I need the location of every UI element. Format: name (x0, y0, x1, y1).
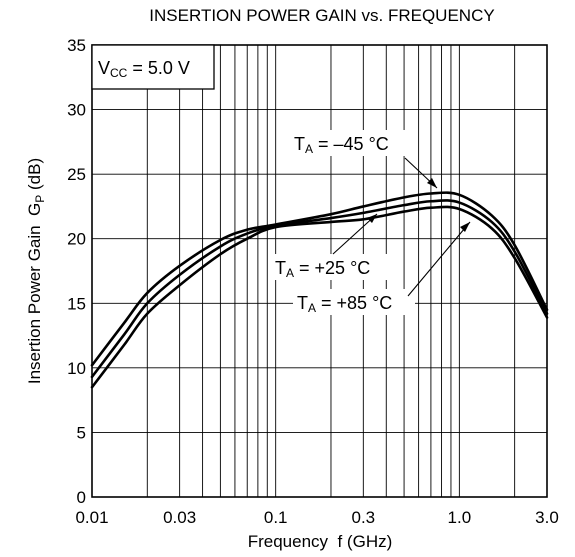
chart-title: INSERTION POWER GAIN vs. FREQUENCY (149, 6, 494, 25)
x-tick-label: 0.03 (163, 508, 196, 527)
curve-ta-plus25 (90, 199, 549, 379)
leader-arrow-minus45 (427, 178, 437, 188)
y-axis-label-main: Insertion Power Gain G (25, 203, 44, 384)
series-label-plus85: TA = +85 °C (293, 221, 471, 315)
y-axis-label-sub: P (33, 195, 47, 203)
x-tick-label: 0.1 (264, 508, 288, 527)
x-tick-label: 3.0 (535, 508, 559, 527)
label-minus45-pre: T (294, 134, 305, 154)
x-tick-labels: 0.01 0.03 0.1 0.3 1.0 3.0 (75, 508, 558, 527)
y-tick-label: 5 (77, 423, 86, 442)
y-tick-label: 35 (67, 36, 86, 55)
y-tick-label: 30 (67, 101, 86, 120)
series-curves (90, 191, 549, 389)
y-axis-label: Insertion Power Gain GP (dB) (25, 158, 47, 384)
y-tick-label: 10 (67, 359, 86, 378)
curve-ta-minus45 (90, 191, 549, 367)
series-label-plus25: TA = +25 °C (271, 213, 393, 280)
label-plus25-pre: T (275, 258, 286, 278)
y-axis-label-unit: (dB) (25, 158, 44, 195)
y-tick-labels: 0 5 10 15 20 25 30 35 (67, 36, 86, 507)
y-tick-label: 25 (67, 165, 86, 184)
label-plus85-sub: A (308, 301, 316, 315)
x-axis-label: Frequency f (GHz) (248, 532, 393, 551)
svg-text:VCC = 5.0 V: VCC = 5.0 V (98, 58, 190, 80)
leader-arrow-plus25 (367, 214, 377, 223)
condition-post: = 5.0 V (127, 58, 190, 78)
svg-text:TA = –45 °C: TA = –45 °C (294, 134, 389, 156)
svg-text:TA = +85 °C: TA = +85 °C (297, 293, 392, 315)
svg-text:TA = +25 °C: TA = +25 °C (275, 258, 370, 280)
x-tick-label: 1.0 (448, 508, 472, 527)
y-tick-label: 15 (67, 294, 86, 313)
plot-frame (91, 44, 548, 498)
label-plus25-post: = +25 °C (294, 258, 370, 278)
label-plus85-post: = +85 °C (316, 293, 392, 313)
y-tick-label: 0 (77, 488, 86, 507)
label-plus85-pre: T (297, 293, 308, 313)
y-tick-label: 20 (67, 230, 86, 249)
x-tick-label: 0.01 (75, 508, 108, 527)
condition-pre: V (98, 58, 110, 78)
condition-box: VCC = 5.0 V (91, 44, 215, 90)
label-plus25-sub: A (286, 266, 294, 280)
leader-arrow-plus85 (460, 222, 470, 232)
curve-ta-plus85 (90, 205, 549, 389)
label-minus45-post: = –45 °C (313, 134, 389, 154)
label-minus45-sub: A (305, 142, 313, 156)
condition-sub: CC (110, 66, 128, 80)
series-label-minus45: TA = –45 °C (290, 130, 438, 189)
x-tick-label: 0.3 (351, 508, 375, 527)
